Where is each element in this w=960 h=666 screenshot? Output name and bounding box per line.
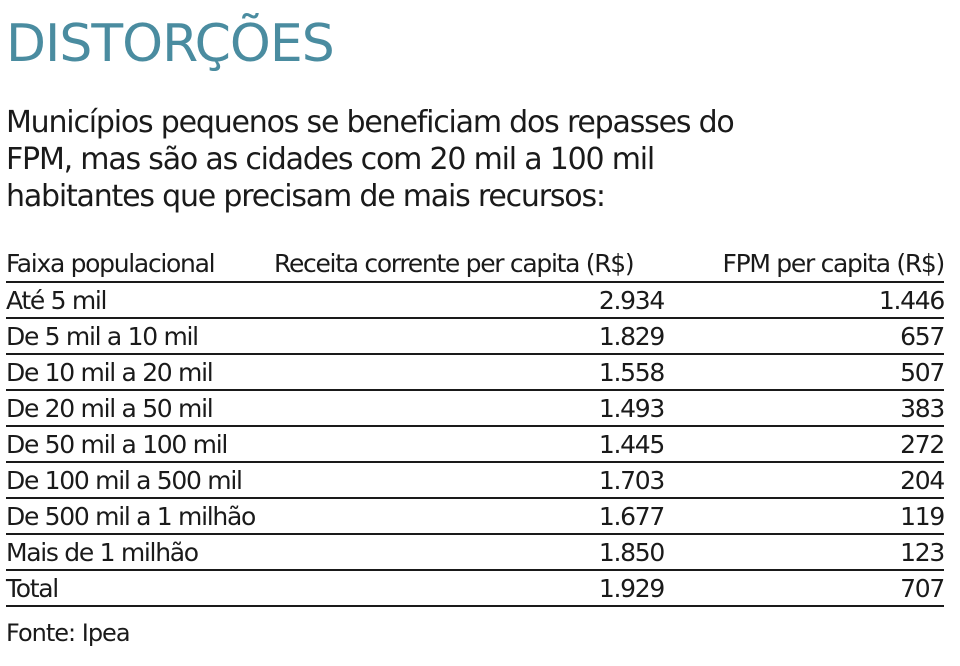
cell-receita: 1.829 xyxy=(274,318,665,355)
table-row: Mais de 1 milhão 1.850 123 xyxy=(6,534,945,571)
table-row: De 20 mil a 50 mil 1.493 383 xyxy=(6,390,945,427)
table-body: Até 5 mil 2.934 1.446 De 5 mil a 10 mil 1.82… xyxy=(6,282,945,607)
cell-receita-value: 1.703 xyxy=(598,465,665,495)
cell-receita: 1.493 xyxy=(274,390,665,427)
cell-faixa: Até 5 mil xyxy=(6,282,274,319)
cell-receita: 1.677 xyxy=(274,498,665,535)
cell-receita-value: 1.677 xyxy=(598,501,665,531)
table-row: Total 1.929 707 xyxy=(6,570,945,607)
cell-fpm: 507 xyxy=(664,354,945,391)
column-header-faixa: Faixa populacional xyxy=(6,245,274,283)
cell-faixa: Total xyxy=(6,570,274,607)
cell-receita: 1.703 xyxy=(274,462,665,499)
infographic: DISTORÇÕES Municípios pequenos se benefi… xyxy=(6,0,946,647)
cell-fpm: 119 xyxy=(664,498,945,535)
cell-receita-value: 2.934 xyxy=(598,285,665,315)
source-note: Fonte: Ipea xyxy=(6,619,131,647)
page-title: DISTORÇÕES xyxy=(6,14,335,74)
cell-faixa: De 5 mil a 10 mil xyxy=(6,318,274,355)
table-row: De 5 mil a 10 mil 1.829 657 xyxy=(6,318,945,355)
cell-fpm: 707 xyxy=(664,570,945,607)
column-header-receita: Receita corrente per capita (R$) xyxy=(274,245,664,283)
cell-receita: 1.850 xyxy=(274,534,665,571)
cell-receita-value: 1.558 xyxy=(598,357,665,387)
subtitle: Municípios pequenos se beneficiam dos re… xyxy=(6,105,735,214)
cell-faixa: De 50 mil a 100 mil xyxy=(6,426,274,463)
cell-receita-value: 1.829 xyxy=(598,321,665,351)
cell-faixa: De 10 mil a 20 mil xyxy=(6,354,274,391)
cell-receita: 1.445 xyxy=(274,426,665,463)
cell-fpm: 657 xyxy=(664,318,945,355)
cell-faixa: De 20 mil a 50 mil xyxy=(6,390,274,427)
table-row: De 500 mil a 1 milhão 1.677 119 xyxy=(6,498,945,535)
cell-fpm: 272 xyxy=(664,426,945,463)
table-row: De 100 mil a 500 mil 1.703 204 xyxy=(6,462,945,499)
cell-receita-value: 1.445 xyxy=(598,429,665,459)
cell-faixa: Mais de 1 milhão xyxy=(6,534,274,571)
table-row: De 50 mil a 100 mil 1.445 272 xyxy=(6,426,945,463)
column-header-fpm: FPM per capita (R$) xyxy=(664,245,945,283)
cell-fpm: 204 xyxy=(664,462,945,499)
data-table: Faixa populacional Receita corrente per … xyxy=(6,245,945,607)
cell-receita-value: 1.493 xyxy=(598,393,665,423)
table-row: De 10 mil a 20 mil 1.558 507 xyxy=(6,354,945,391)
cell-faixa: De 500 mil a 1 milhão xyxy=(6,498,274,535)
cell-fpm: 383 xyxy=(664,390,945,427)
table-row: Até 5 mil 2.934 1.446 xyxy=(6,282,945,319)
cell-receita-value: 1.850 xyxy=(598,537,665,567)
cell-receita: 1.929 xyxy=(274,570,665,607)
cell-receita-value: 1.929 xyxy=(598,573,665,603)
cell-faixa: De 100 mil a 500 mil xyxy=(6,462,274,499)
cell-receita: 2.934 xyxy=(274,282,665,319)
cell-receita: 1.558 xyxy=(274,354,665,391)
cell-fpm: 123 xyxy=(664,534,945,571)
cell-fpm: 1.446 xyxy=(664,282,945,319)
table-header-row: Faixa populacional Receita corrente per … xyxy=(6,245,945,283)
